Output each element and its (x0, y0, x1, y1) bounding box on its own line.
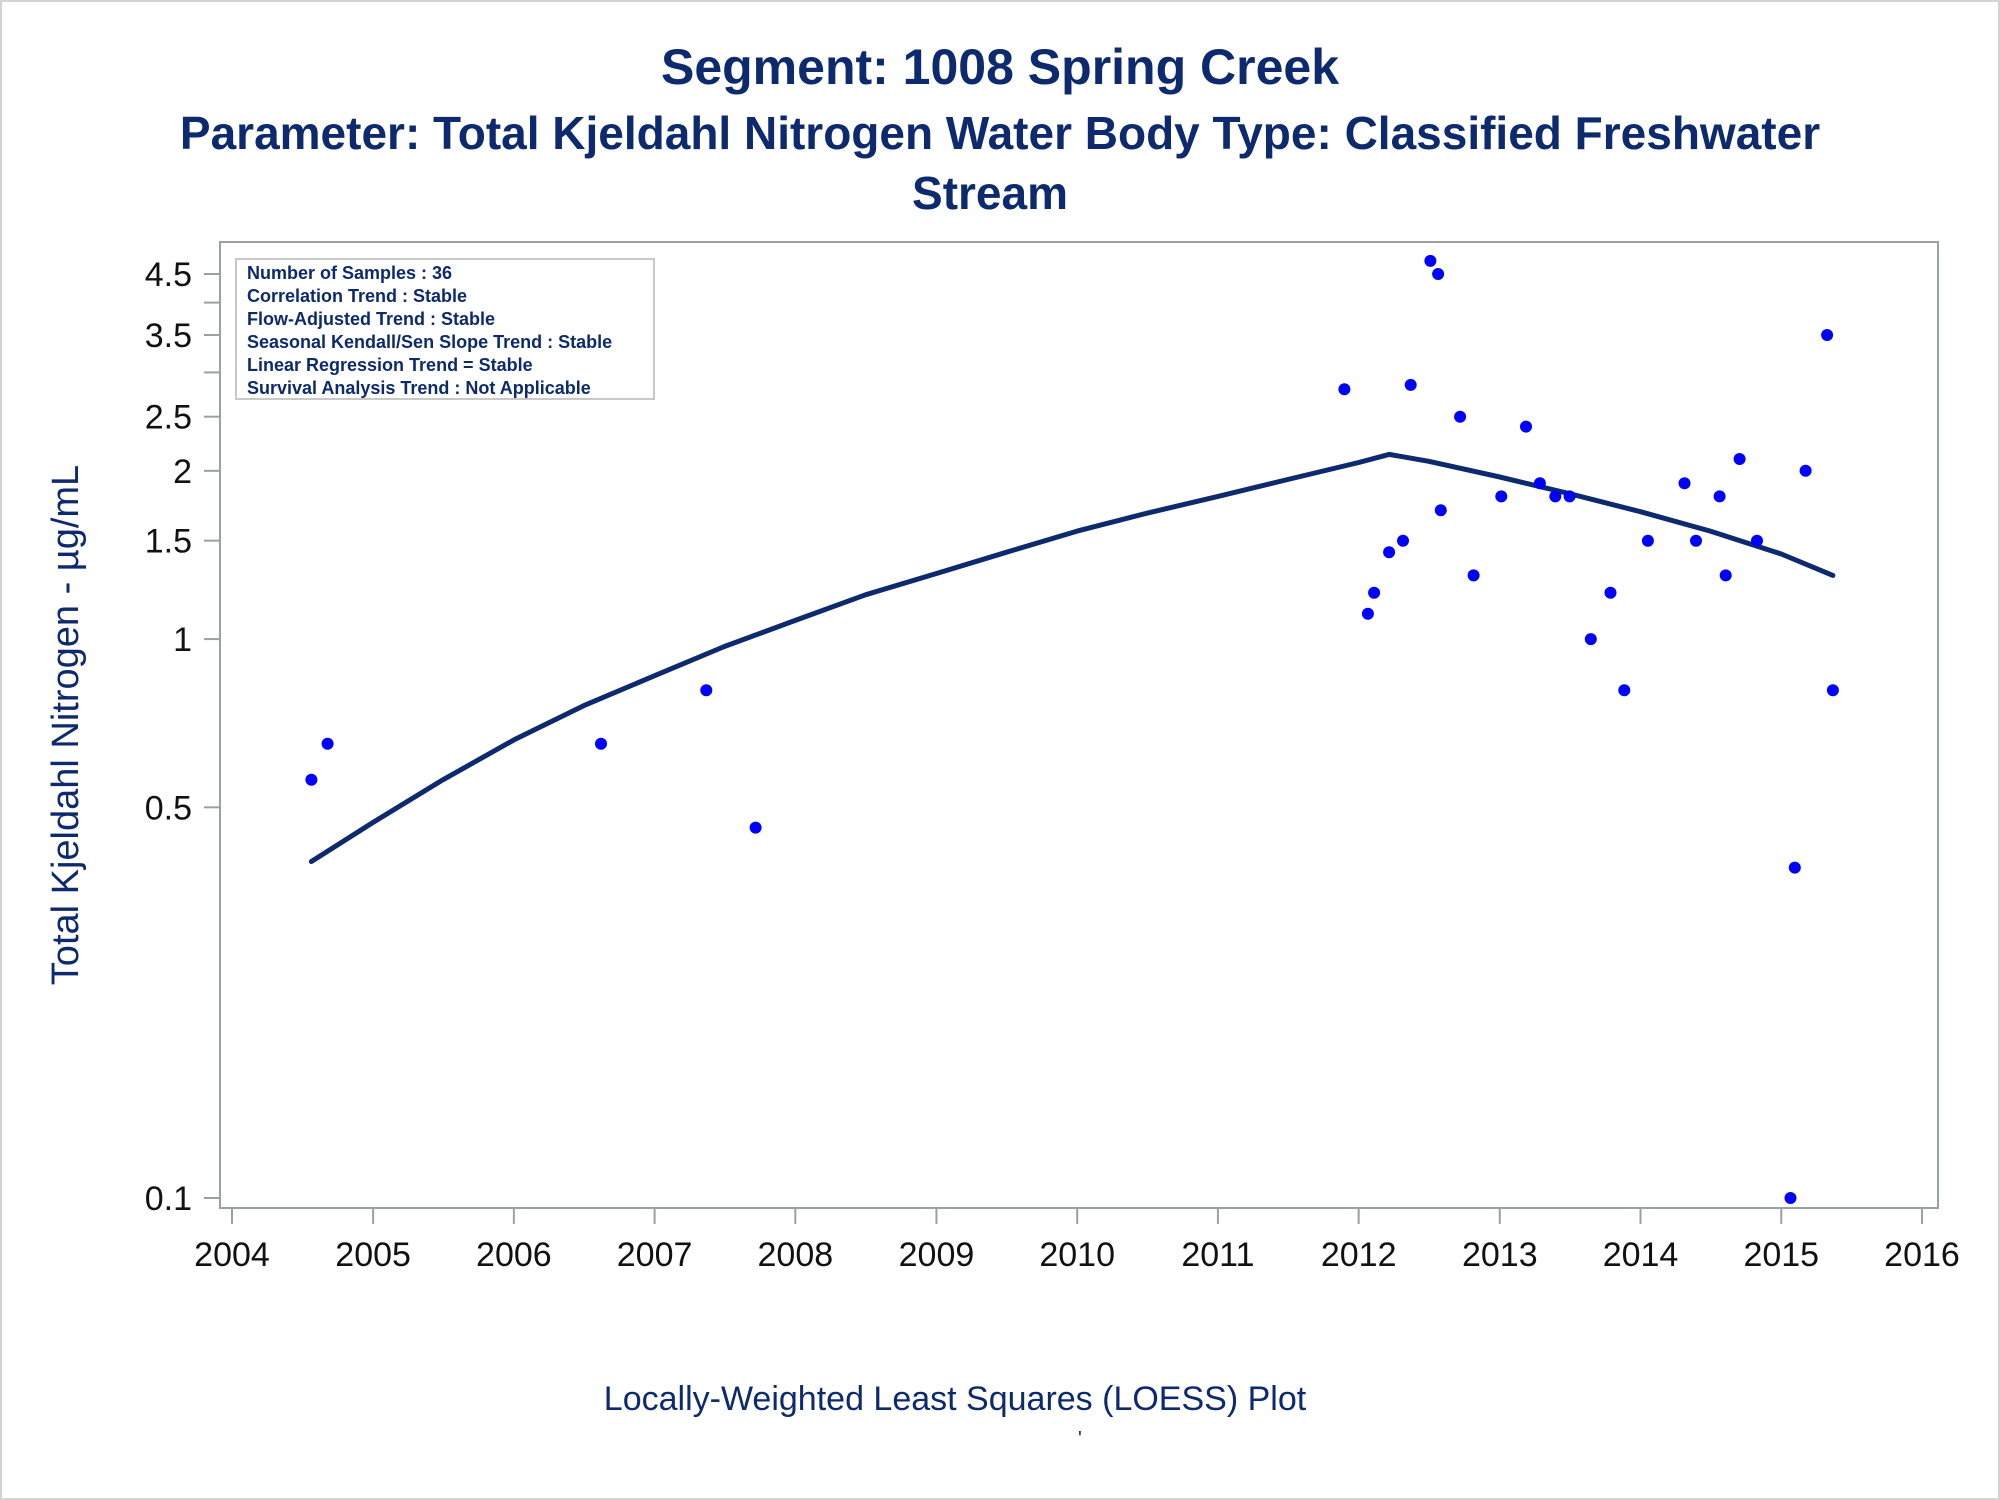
x-tick-label: 2012 (1321, 1236, 1397, 1274)
data-point (1434, 504, 1447, 517)
data-point (1520, 420, 1532, 433)
data-point (1495, 490, 1508, 503)
plot-area (219, 241, 1939, 1209)
y-tick-label: 0.1 (145, 1180, 192, 1218)
data-point (1584, 633, 1597, 646)
loess-curve (308, 451, 1836, 864)
data-point (1404, 378, 1417, 391)
y-tick-label: 1.5 (145, 523, 192, 561)
data-point (321, 737, 334, 750)
data-point (1788, 861, 1801, 874)
data-point (1799, 464, 1812, 477)
data-point (1549, 490, 1562, 503)
data-point (1383, 546, 1396, 559)
info-box-line: Flow-Adjusted Trend : Stable (247, 309, 495, 329)
y-tick-label: 4.5 (145, 256, 192, 294)
chart-subtitle-line1: Parameter: Total Kjeldahl Nitrogen Water… (179, 107, 1821, 159)
data-point (1751, 534, 1763, 547)
data-point (1618, 684, 1631, 697)
data-point (595, 737, 607, 750)
data-point (1719, 569, 1732, 582)
x-tick-label: 2014 (1603, 1236, 1679, 1274)
data-point (1733, 453, 1746, 465)
data-point (700, 684, 713, 697)
info-box-line: Linear Regression Trend = Stable (247, 355, 533, 375)
footnote-mark: ' (1078, 1428, 1082, 1450)
data-point (1467, 569, 1480, 582)
data-point (1826, 684, 1839, 697)
data-point (1368, 586, 1381, 599)
x-tick-label: 2013 (1462, 1236, 1538, 1274)
x-tick-label: 2005 (335, 1236, 411, 1274)
info-box-border (235, 258, 655, 400)
data-point (1641, 534, 1654, 547)
trend-info-box: Number of Samples : 36 Correlation Trend … (235, 258, 655, 400)
x-tick-label: 2015 (1743, 1236, 1819, 1274)
chart-title: Segment: 1008 Spring Creek (660, 39, 1340, 95)
y-tick-label: 2.5 (145, 399, 192, 437)
data-point (1713, 490, 1726, 503)
chart-subtitle-line2: Stream (912, 167, 1068, 219)
y-tick-label: 2 (173, 453, 192, 491)
x-tick-label: 2010 (1039, 1236, 1115, 1274)
x-tick-label: 2008 (758, 1236, 834, 1274)
info-box-line: Survival Analysis Trend : Not Applicable (247, 378, 591, 398)
data-point (1338, 383, 1351, 396)
data-point (1424, 254, 1437, 267)
info-box-line: Correlation Trend : Stable (247, 286, 467, 306)
info-box-line: Number of Samples : 36 (247, 263, 452, 283)
x-tick-label: 2004 (194, 1236, 270, 1274)
info-box-line: Seasonal Kendall/Sen Slope Trend : Stabl… (247, 332, 612, 352)
x-tick-label: 2007 (617, 1236, 693, 1274)
data-point (1678, 477, 1691, 490)
y-tick-label: 0.5 (145, 789, 192, 827)
x-tick-label: 2009 (899, 1236, 975, 1274)
footnote: Locally-Weighted Least Squares (LOESS) P… (603, 1380, 1307, 1418)
y-tick-label: 1 (173, 621, 192, 659)
x-tick-label: 2016 (1884, 1236, 1960, 1274)
y-axis: 0.1 0.5 1 1.5 2 2.5 3.5 4.5 (145, 256, 220, 1218)
y-tick-label: 3.5 (145, 317, 192, 355)
x-axis: 2004 2005 2006 2007 2008 2009 2010 2011 2012 2013… (194, 1208, 1960, 1274)
data-point (1821, 329, 1834, 341)
data-point (1397, 534, 1409, 547)
data-point (1690, 534, 1702, 547)
data-point (1454, 410, 1467, 423)
data-points (305, 254, 1839, 1204)
data-point (305, 773, 318, 786)
data-point (1533, 477, 1546, 490)
y-axis-label: Total Kjeldahl Nitrogen - µg/mL (45, 465, 87, 985)
data-point (1432, 268, 1445, 280)
data-point (1784, 1192, 1797, 1204)
x-tick-label: 2006 (476, 1236, 552, 1274)
data-point (1563, 490, 1576, 503)
info-box-lines: Number of Samples : 36 Correlation Trend … (247, 263, 612, 398)
data-point (1604, 586, 1617, 599)
data-point (1361, 607, 1374, 620)
x-tick-label: 2011 (1181, 1236, 1254, 1274)
data-point (749, 821, 762, 834)
